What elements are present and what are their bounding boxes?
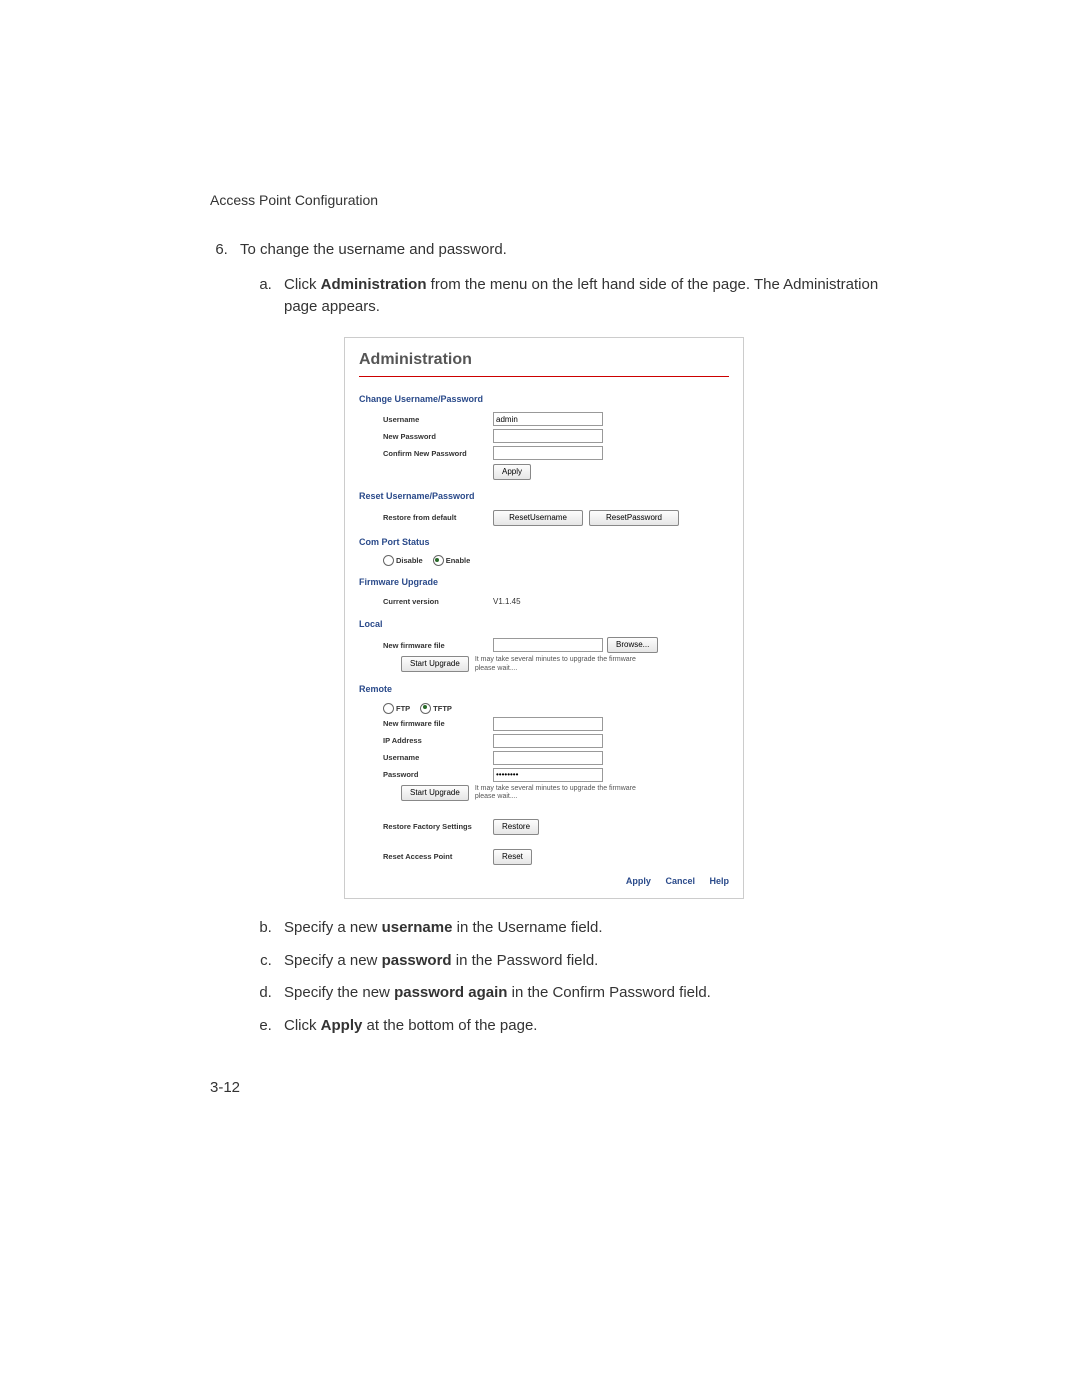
current-version-value: V1.1.45 [493,596,521,608]
local-upgrade-hint: It may take several minutes to upgrade t… [475,656,645,673]
substep-b-pre: Specify a new [284,919,382,936]
comport-disable-label: Disable [396,555,423,566]
admin-panel: Administration Change Username/Password … [344,337,744,900]
substep-e-bold: Apply [321,1017,363,1034]
browse-button[interactable]: Browse... [607,637,658,653]
substep-c: Specify a new password in the Password f… [276,950,880,973]
reset-password-button[interactable]: ResetPassword [589,510,679,526]
restore-factory-button[interactable]: Restore [493,819,539,835]
page-number: 3-12 [210,1077,880,1100]
substep-c-post: in the Password field. [452,952,599,969]
reset-credentials-heading: Reset Username/Password [359,490,729,504]
tftp-radio[interactable] [420,703,431,714]
firmware-heading: Firmware Upgrade [359,576,729,590]
substep-c-bold: password [382,952,452,969]
restore-factory-label: Restore Factory Settings [359,822,493,831]
substep-e-pre: Click [284,1017,321,1034]
confirm-password-input[interactable] [493,446,603,460]
substep-a-pre: Click [284,276,321,293]
current-version-label: Current version [359,597,493,606]
reset-ap-label: Reset Access Point [359,852,493,861]
new-password-label: New Password [359,432,493,441]
remote-fwfile-input[interactable] [493,717,603,731]
substep-c-pre: Specify a new [284,952,382,969]
comport-heading: Com Port Status [359,536,729,550]
comport-enable-radio[interactable] [433,555,444,566]
remote-password-label: Password [359,770,493,779]
substep-a: Click Administration from the menu on th… [276,274,880,900]
reset-username-button[interactable]: ResetUsername [493,510,583,526]
footer-cancel-link[interactable]: Cancel [665,876,695,886]
confirm-password-label: Confirm New Password [359,449,493,458]
username-label: Username [359,415,493,424]
substep-d-pre: Specify the new [284,984,394,1001]
remote-heading: Remote [359,683,729,697]
ftp-label: FTP [396,703,410,714]
ftp-radio[interactable] [383,703,394,714]
footer-help-link[interactable]: Help [709,876,729,886]
remote-start-upgrade-button[interactable]: Start Upgrade [401,785,469,801]
new-password-input[interactable] [493,429,603,443]
username-input[interactable] [493,412,603,426]
remote-password-input[interactable] [493,768,603,782]
substep-b-post: in the Username field. [452,919,602,936]
substep-a-bold: Administration [321,276,427,293]
footer-apply-link[interactable]: Apply [626,876,651,886]
step-6-text: To change the username and password. [240,241,507,258]
apply-button[interactable]: Apply [493,464,531,480]
admin-panel-title: Administration [359,346,729,377]
substep-d-bold: password again [394,984,507,1001]
local-start-upgrade-button[interactable]: Start Upgrade [401,656,469,672]
substep-e-post: at the bottom of the page. [362,1017,537,1034]
tftp-label: TFTP [433,703,452,714]
restore-default-label: Restore from default [359,513,493,522]
change-credentials-heading: Change Username/Password [359,393,729,407]
ip-address-label: IP Address [359,736,493,745]
substep-e: Click Apply at the bottom of the page. [276,1015,880,1038]
panel-footer: Apply Cancel Help [359,875,729,889]
remote-username-label: Username [359,753,493,762]
substep-b: Specify a new username in the Username f… [276,917,880,940]
remote-fwfile-label: New firmware file [359,719,493,728]
step-6: To change the username and password. Cli… [232,239,880,1037]
substep-b-bold: username [382,919,453,936]
local-heading: Local [359,618,729,632]
local-fwfile-label: New firmware file [359,641,493,650]
substep-d-post: in the Confirm Password field. [507,984,710,1001]
ip-address-input[interactable] [493,734,603,748]
local-fwfile-input[interactable] [493,638,603,652]
comport-enable-label: Enable [446,555,471,566]
comport-disable-radio[interactable] [383,555,394,566]
remote-username-input[interactable] [493,751,603,765]
remote-upgrade-hint: It may take several minutes to upgrade t… [475,785,645,802]
substep-d: Specify the new password again in the Co… [276,982,880,1005]
reset-ap-button[interactable]: Reset [493,849,532,865]
section-header: Access Point Configuration [210,190,880,211]
